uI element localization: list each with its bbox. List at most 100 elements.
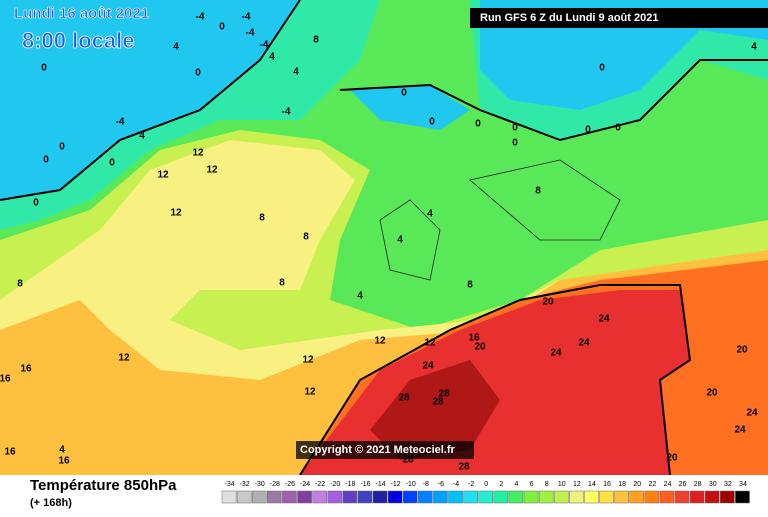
contour-label: 16 bbox=[20, 364, 32, 375]
contour-label: 24 bbox=[734, 425, 746, 436]
legend-label: 0 bbox=[484, 481, 488, 488]
contour-label: 8 bbox=[279, 278, 285, 289]
legend-swatch bbox=[584, 490, 599, 504]
legend-label: 20 bbox=[633, 481, 641, 488]
legend-swatch bbox=[629, 490, 645, 504]
legend-swatch bbox=[418, 490, 433, 504]
contour-label: 0 bbox=[512, 123, 518, 134]
contour-label: 28 bbox=[402, 455, 414, 466]
legend-label: -18 bbox=[345, 481, 355, 488]
contour-label: 0 bbox=[599, 63, 605, 74]
legend-label: -30 bbox=[255, 481, 265, 488]
contour-label: 20 bbox=[706, 388, 718, 399]
legend-swatch bbox=[342, 490, 358, 504]
legend-label: 12 bbox=[573, 481, 581, 488]
legend-label: -22 bbox=[315, 481, 325, 488]
legend-label: 14 bbox=[588, 481, 596, 488]
contour-label: -4 bbox=[246, 28, 255, 39]
legend-swatch bbox=[236, 490, 252, 504]
contour-label: 0 bbox=[512, 138, 518, 149]
contour-label: 20 bbox=[542, 297, 554, 308]
legend-label: 24 bbox=[664, 481, 672, 488]
cold-zone bbox=[0, 0, 300, 200]
footer-lead: (+ 168h) bbox=[30, 497, 72, 509]
legend-swatch bbox=[689, 490, 705, 504]
run-banner bbox=[470, 8, 768, 28]
legend-swatch bbox=[402, 490, 418, 504]
legend-label: -12 bbox=[391, 481, 401, 488]
contour-label: -4 bbox=[282, 107, 291, 118]
legend-swatch bbox=[569, 490, 584, 504]
contour-label: 0 bbox=[41, 63, 47, 74]
very-hot-zone bbox=[370, 360, 500, 460]
legend-label: 8 bbox=[545, 481, 549, 488]
contour-label: 12 bbox=[206, 165, 218, 176]
legend-swatch bbox=[357, 490, 373, 504]
contour-label: 8 bbox=[535, 186, 541, 197]
legend-swatch bbox=[735, 490, 750, 504]
legend-swatch bbox=[297, 490, 312, 504]
contour-label: 8 bbox=[259, 213, 265, 224]
legend-swatch bbox=[599, 490, 614, 504]
legend-swatch bbox=[312, 490, 327, 504]
legend-label: 2 bbox=[499, 481, 503, 488]
contour-label: -4 bbox=[260, 40, 269, 51]
contour-label: 0 bbox=[615, 123, 621, 134]
contour-label: 28 bbox=[438, 389, 450, 400]
run-info: Run GFS 6 Z du Lundi 9 août 2021 bbox=[480, 12, 658, 24]
legend-swatch bbox=[674, 490, 690, 504]
forecast-date: Lundi 16 août 2021 bbox=[14, 5, 149, 22]
legend-swatch bbox=[523, 490, 539, 504]
contour-line bbox=[299, 284, 692, 476]
contour-label: 28 bbox=[458, 462, 470, 473]
legend-label: -24 bbox=[300, 481, 310, 488]
legend-label: -26 bbox=[285, 481, 295, 488]
legend-label: -20 bbox=[330, 481, 340, 488]
legend-swatch bbox=[553, 490, 569, 504]
contour-label: 24 bbox=[746, 408, 758, 419]
legend-label: 16 bbox=[603, 481, 611, 488]
copyright-banner bbox=[296, 441, 474, 459]
legend-label: -14 bbox=[375, 481, 385, 488]
legend-swatch bbox=[251, 490, 267, 504]
contour-label: 4 bbox=[139, 131, 145, 142]
legend-label: -34 bbox=[224, 481, 234, 488]
contour-label: -4 bbox=[242, 12, 251, 23]
contour-label: 12 bbox=[157, 170, 169, 181]
contour-label: 16 bbox=[58, 456, 70, 467]
contour-label: 0 bbox=[59, 142, 65, 153]
legend-swatch bbox=[387, 490, 403, 504]
contour-label: 28 bbox=[398, 393, 410, 404]
contour-label: 0 bbox=[43, 155, 49, 166]
legend: -34 -32 -30 -28 -26 -24 -22 -20 -18 -16 -14 -12 -10-… bbox=[221, 481, 750, 504]
contour-label: 4 bbox=[357, 291, 363, 302]
contour-label: -4 bbox=[196, 12, 205, 23]
legend-swatch bbox=[493, 490, 509, 504]
contour-label: 4 bbox=[59, 445, 65, 456]
legend-swatch bbox=[433, 490, 448, 504]
contour-label: 4 bbox=[397, 235, 403, 246]
contour-label: 4 bbox=[269, 52, 275, 63]
contour-label: 12 bbox=[304, 387, 316, 398]
legend-swatch bbox=[704, 490, 720, 504]
contour-label: 24 bbox=[578, 338, 590, 349]
contour-label: 24 bbox=[550, 348, 562, 359]
contour-label: 12 bbox=[118, 353, 130, 364]
legend-label: 18 bbox=[618, 481, 626, 488]
legend-label: -2 bbox=[468, 481, 474, 488]
legend-label: -10 bbox=[406, 481, 416, 488]
legend-swatch bbox=[659, 490, 675, 504]
cold-zone bbox=[350, 85, 470, 130]
legend-swatch bbox=[372, 490, 388, 504]
legend-label: 26 bbox=[679, 481, 687, 488]
contour-label: 16 bbox=[0, 374, 11, 385]
legend-swatch bbox=[282, 490, 297, 504]
contour-label: 8 bbox=[17, 279, 23, 290]
contour-label: 0 bbox=[429, 117, 435, 128]
legend-swatch bbox=[614, 490, 629, 504]
contour-label: 0 bbox=[585, 125, 591, 136]
legend-swatch bbox=[720, 490, 735, 504]
contour-label: 0 bbox=[401, 88, 407, 99]
contour-label: 12 bbox=[170, 208, 182, 219]
